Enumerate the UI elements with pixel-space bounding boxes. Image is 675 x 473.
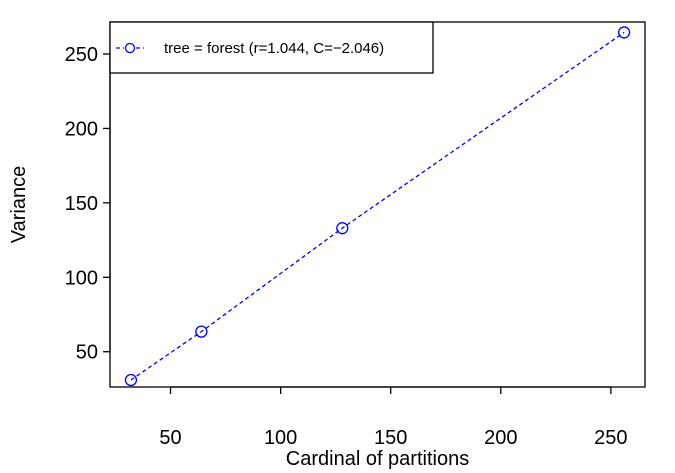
x-axis-title: Cardinal of partitions [286, 448, 469, 470]
y-tick-label: 200 [65, 118, 98, 140]
legend-marker [124, 42, 136, 54]
data-point [195, 325, 208, 338]
legend-label: tree = forest (r=1.044, C=−2.046) [164, 40, 384, 57]
x-tick-label: 50 [159, 427, 181, 449]
y-tick-label: 250 [65, 44, 98, 66]
data-point [124, 373, 138, 387]
plot-frame [109, 21, 646, 388]
legend-box [109, 21, 434, 74]
data-point [336, 222, 349, 235]
y-tick-label: 100 [65, 267, 98, 289]
data-point [617, 26, 631, 39]
y-axis: 50 100 150 200 250 [65, 44, 111, 364]
series-layer [124, 26, 631, 387]
series-line [130, 31, 625, 381]
x-tick-label: 150 [374, 427, 407, 449]
legend: tree = forest (r=1.044, C=−2.046) [109, 21, 434, 74]
y-tick-label: 150 [65, 193, 98, 215]
y-axis-title: Variance [8, 166, 30, 243]
x-tick-label: 250 [594, 427, 627, 449]
x-tick-label: 200 [484, 427, 517, 449]
x-tick-label: 100 [264, 427, 297, 449]
y-tick-label: 50 [76, 342, 98, 364]
x-axis: 50 100 150 200 250 [159, 386, 628, 449]
